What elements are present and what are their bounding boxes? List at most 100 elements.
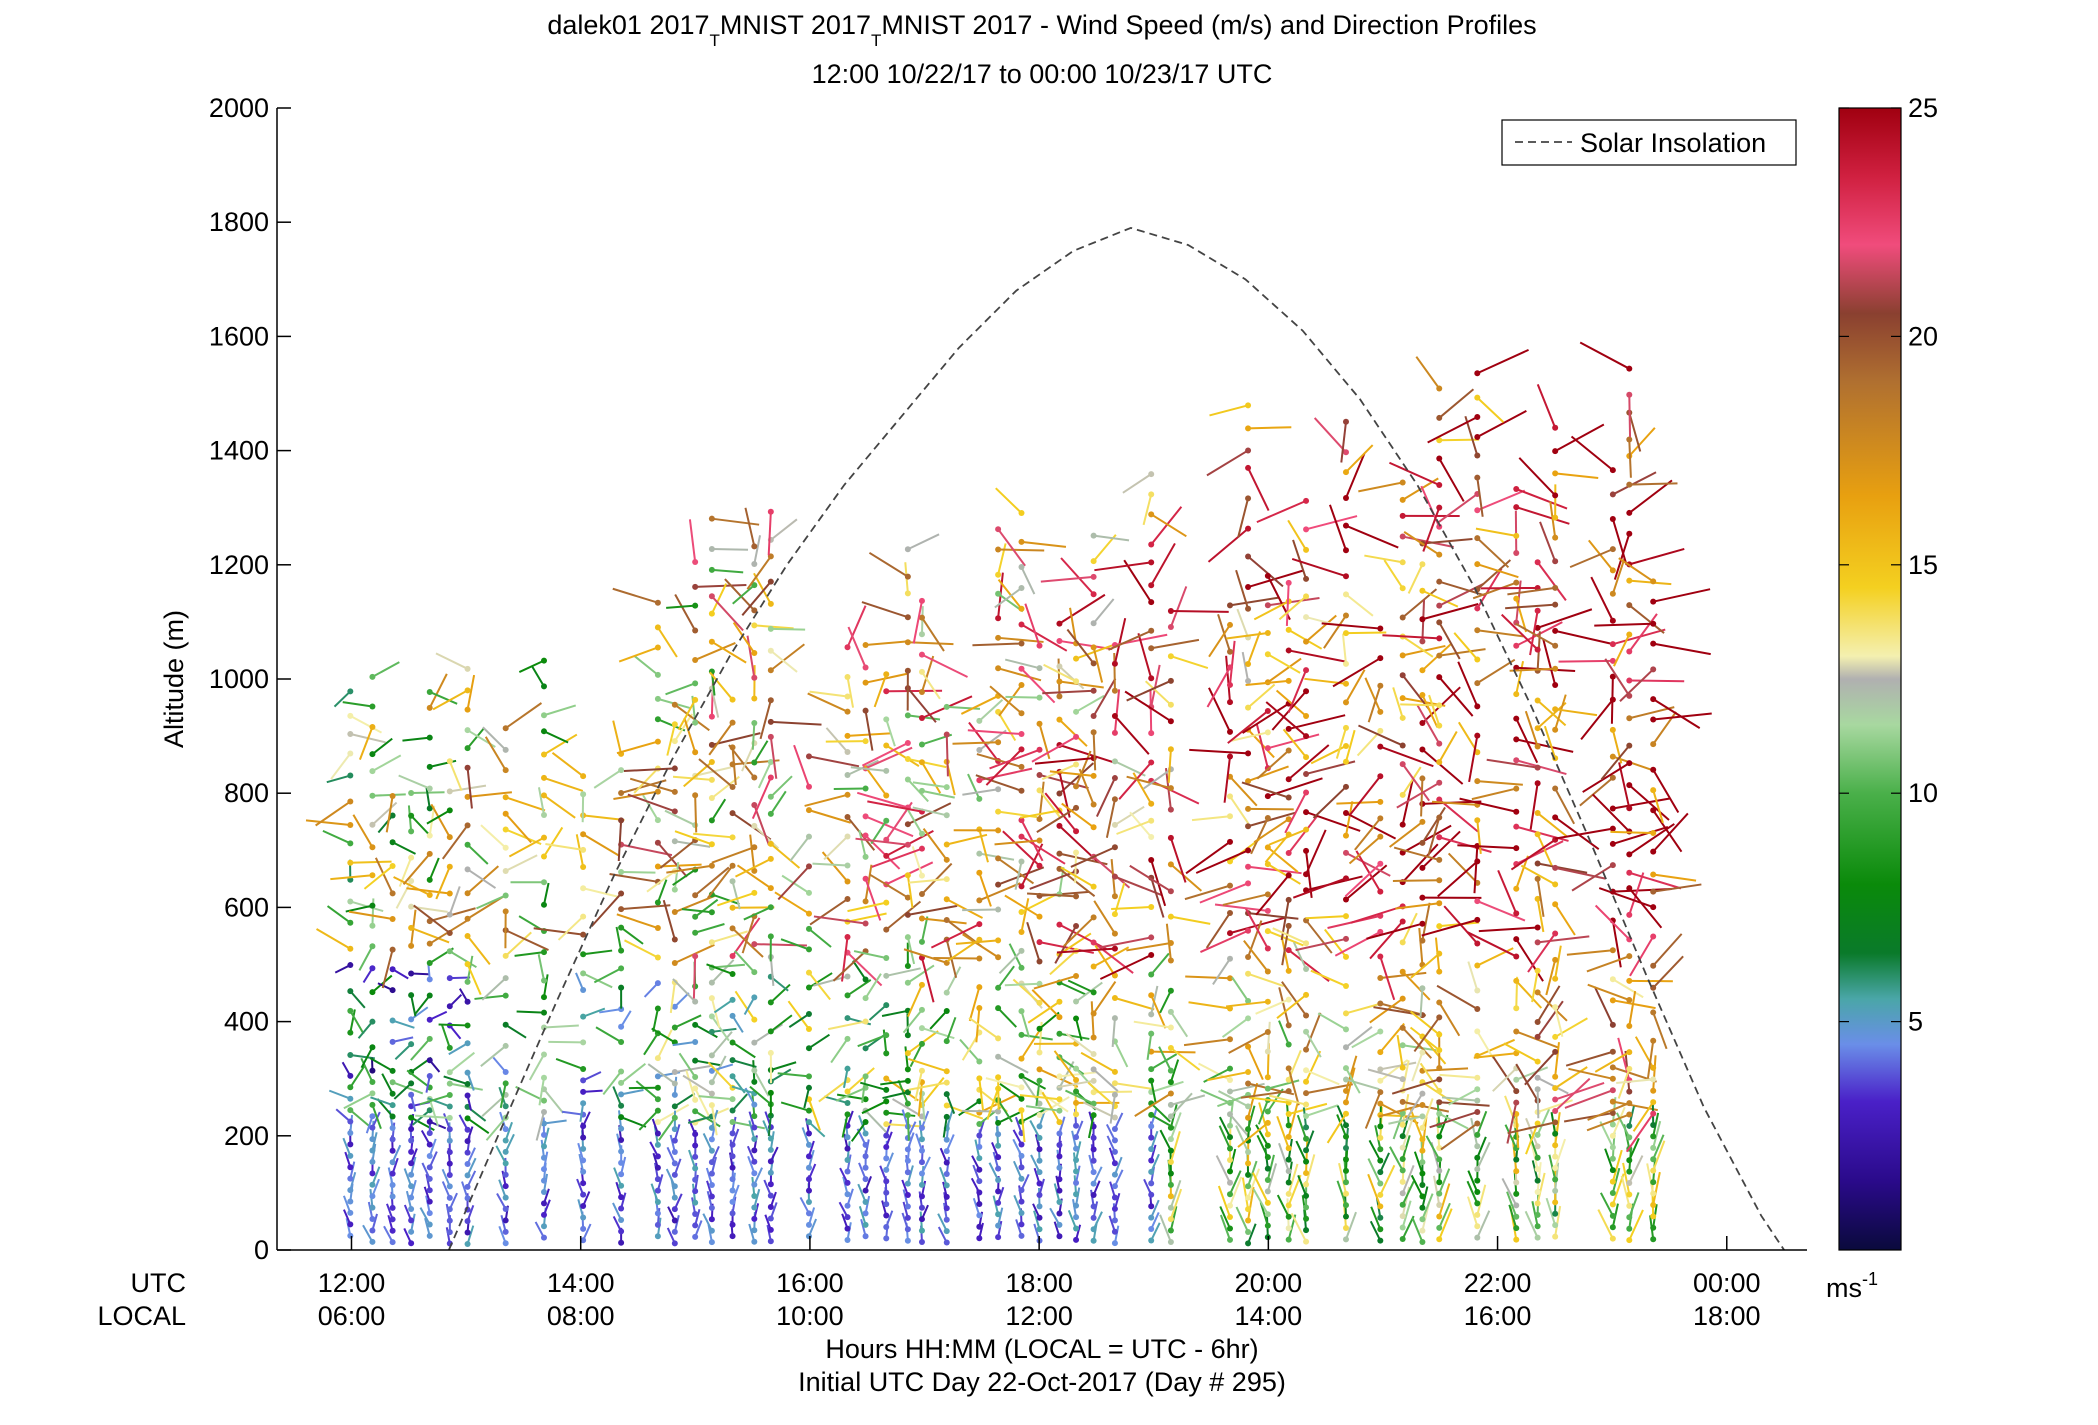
wind-barb-shaft [1169,837,1187,883]
wind-barb-point [1111,1080,1118,1087]
wind-barb-shaft [1515,938,1544,982]
wind-barb-point [1419,561,1426,568]
wind-barb-point [1377,625,1384,632]
wind-barb-shaft [665,682,696,696]
wind-barb-shaft [1099,954,1152,980]
wind-barb-point [943,1239,950,1246]
wind-barb-point [1534,1033,1541,1040]
wind-barb-point [1534,924,1541,931]
wind-barb-point [692,1153,699,1160]
wind-barb-shaft [1287,1103,1299,1138]
y-tick-label: 800 [224,778,269,808]
wind-barb-shaft [656,879,668,903]
wind-barb-point [1436,1224,1443,1231]
wind-barb-point [446,834,453,841]
wind-barb-point [1227,1202,1234,1209]
wind-barb-shaft [1074,852,1078,883]
wind-barb-point [580,1039,587,1046]
wind-barb-shaft [846,676,855,708]
wind-barb-point [1399,496,1406,503]
wind-barb-point [1552,470,1559,477]
wind-barb-shaft [1159,1129,1172,1152]
wind-barb-point [1513,757,1520,764]
wind-barb-shaft [992,1195,1000,1215]
wind-barb-point [729,970,736,977]
wind-barb-point [1303,1238,1310,1245]
wind-barb-shaft [861,1076,867,1103]
wind-barb-shaft [621,870,656,874]
wind-barb-point [1073,1214,1080,1221]
wind-barb-point [618,1114,625,1121]
wind-barb-point [618,1091,625,1098]
wind-barb-point [1073,1191,1080,1198]
wind-barb-point [1342,810,1349,817]
wind-barb-point [464,1172,471,1179]
wind-barb-point [904,1066,911,1073]
wind-barb-shaft [1231,731,1269,742]
wind-barb-point [1377,1169,1384,1176]
wind-barb-shaft [1058,923,1107,950]
wind-barb-point [1111,893,1118,900]
wind-barb-point [1036,1025,1043,1032]
wind-barb-shaft [1199,882,1249,904]
wind-barb-point [654,899,661,906]
wind-barb-shaft [371,754,402,772]
wind-barb-point [1148,511,1155,518]
wind-barb-point [408,1137,415,1144]
wind-barb-point [1513,664,1520,671]
wind-barb-point [671,1228,678,1235]
wind-barb-shaft [673,862,680,890]
wind-barb-point [1303,497,1310,504]
wind-barb-shaft [1437,860,1478,898]
wind-barb-shaft [939,1166,948,1186]
wind-barb-shaft [1114,1082,1154,1090]
wind-barb-shaft [1628,412,1642,452]
wind-barb-point [1342,1110,1349,1117]
wind-barb-point [1090,620,1097,627]
wind-barb-point [1626,1049,1633,1056]
wind-barb-point [464,1149,471,1156]
wind-barb-shaft [1421,1098,1434,1129]
wind-barb-point [1245,704,1252,711]
wind-barb-shaft [335,1108,351,1123]
wind-barb-point [918,981,925,988]
wind-barb-shaft [711,1031,733,1057]
wind-barb-point [1419,775,1426,782]
wind-barb-shaft [371,898,375,926]
wind-barb-shaft [504,1133,515,1153]
wind-barb-point [369,1113,376,1120]
wind-barb-point [1148,1226,1155,1233]
wind-barb-point [1148,559,1155,566]
wind-barb-point [1377,928,1384,935]
wind-barb-point [1626,677,1633,684]
wind-barb-point [708,1204,715,1211]
wind-barb-point [426,876,433,883]
wind-barb-shaft [1364,1091,1382,1129]
wind-barb-point [1018,1221,1025,1228]
wind-barb-point [671,960,678,967]
wind-barb-shaft [809,898,849,926]
wind-barb-point [918,1006,925,1013]
wind-barb-point [618,1102,625,1109]
wind-barb-point [540,683,547,690]
wind-barb-shaft [1247,1046,1264,1081]
wind-barb-shaft [731,1184,740,1203]
wind-barb-shaft [561,1110,584,1116]
wind-barb-point [1609,1075,1616,1082]
wind-barb-point [1111,1137,1118,1144]
wind-barb-shaft [1267,597,1320,607]
wind-barb-point [729,1096,736,1103]
wind-barb-shaft [803,1087,810,1109]
wind-barb-shaft [1284,791,1307,834]
wind-barb-shaft [753,1188,761,1208]
wind-barb-point [464,793,471,800]
wind-barb-point [751,889,758,896]
wind-barb-shaft [1369,997,1404,1024]
wind-barb-point [692,627,699,634]
wind-barb-point [1264,793,1271,800]
wind-barb-point [540,949,547,956]
wind-barb-shaft [1038,1011,1060,1030]
wind-barb-shaft [1467,961,1479,991]
wind-barb-shaft [1113,617,1127,665]
wind-barb-shaft [1628,872,1645,916]
